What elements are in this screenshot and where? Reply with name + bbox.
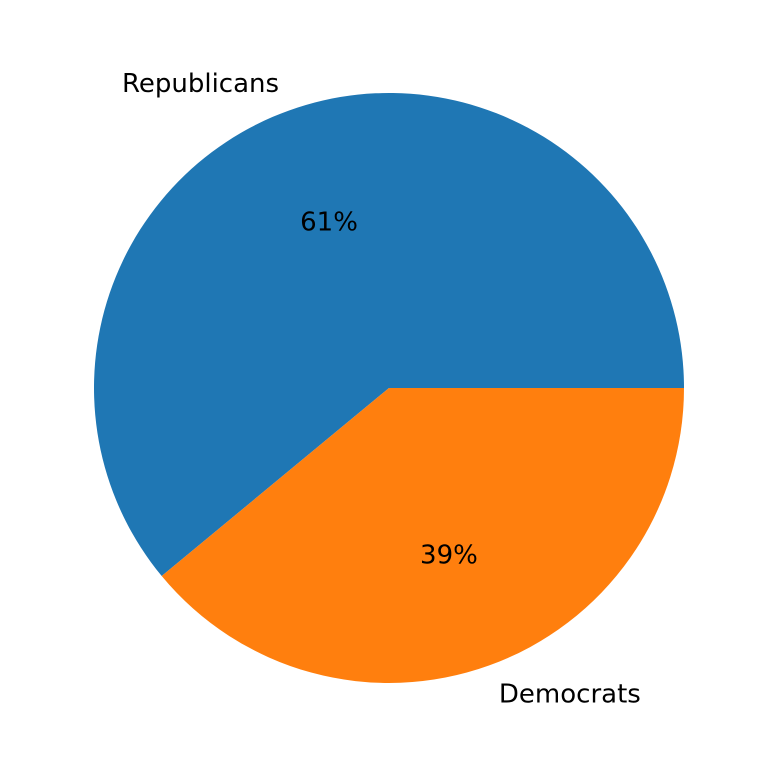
slice-label-republicans: Republicans <box>122 69 279 99</box>
slice-pct-democrats: 39% <box>420 541 478 571</box>
pie-slice-democrats <box>161 388 684 683</box>
slice-label-democrats: Democrats <box>499 679 641 709</box>
slice-pct-republicans: 61% <box>300 208 358 238</box>
pie-slice-republicans <box>93 92 684 577</box>
